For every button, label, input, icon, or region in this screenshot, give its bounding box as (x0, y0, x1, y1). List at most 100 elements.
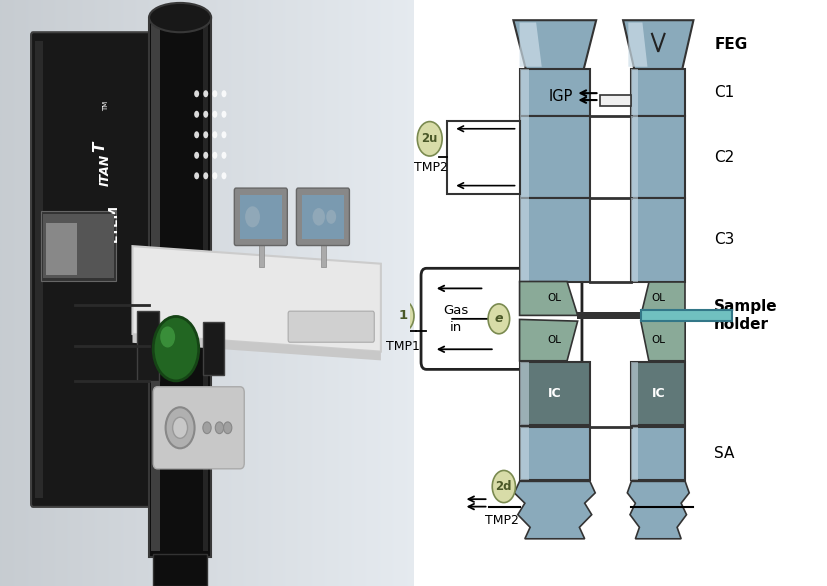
Bar (519, 427, 528, 479)
FancyBboxPatch shape (296, 188, 349, 246)
Circle shape (165, 407, 194, 448)
Bar (630, 427, 684, 479)
Circle shape (222, 111, 227, 118)
Bar (44, 214, 114, 278)
Text: 1: 1 (398, 309, 407, 322)
Text: TMP2: TMP2 (485, 513, 518, 527)
Bar (519, 427, 589, 479)
Text: OL: OL (547, 335, 561, 345)
Circle shape (194, 131, 199, 138)
Bar (203, 23, 208, 551)
Text: IC: IC (547, 387, 561, 400)
Text: OL: OL (651, 294, 664, 304)
Text: ETEM: ETEM (108, 204, 120, 241)
Bar (519, 69, 589, 116)
Circle shape (172, 417, 187, 438)
Circle shape (203, 152, 208, 159)
Circle shape (213, 172, 218, 179)
Circle shape (391, 301, 414, 332)
Bar (630, 427, 638, 479)
Bar (41, 211, 116, 281)
Polygon shape (628, 22, 647, 67)
Polygon shape (132, 246, 380, 352)
Bar (519, 116, 589, 198)
Text: IC: IC (651, 387, 664, 400)
Bar (630, 363, 684, 425)
Circle shape (222, 90, 227, 97)
Bar (576, 312, 641, 319)
Text: TMP1: TMP1 (385, 340, 419, 353)
Text: FEG: FEG (713, 37, 747, 52)
Circle shape (160, 326, 175, 347)
Text: TM: TM (103, 100, 108, 111)
Polygon shape (640, 319, 685, 361)
Bar (321, 243, 326, 267)
Circle shape (194, 172, 199, 179)
Circle shape (213, 111, 218, 118)
Bar (519, 198, 589, 281)
Circle shape (326, 210, 336, 224)
FancyBboxPatch shape (288, 311, 374, 342)
Circle shape (487, 304, 509, 334)
Text: Gas: Gas (443, 304, 468, 316)
Bar (45, 223, 77, 275)
Text: OL: OL (651, 335, 664, 345)
Text: OL: OL (547, 294, 561, 304)
Bar (149, 18, 211, 557)
Circle shape (203, 422, 211, 434)
Bar (519, 198, 528, 281)
Circle shape (213, 131, 218, 138)
Bar (519, 116, 528, 198)
Circle shape (213, 152, 218, 159)
Circle shape (223, 422, 232, 434)
Text: 2u: 2u (421, 132, 437, 145)
Bar (630, 198, 638, 281)
Bar (35, 41, 43, 498)
Polygon shape (132, 334, 380, 360)
Circle shape (203, 131, 208, 138)
Polygon shape (623, 20, 692, 69)
Text: C3: C3 (713, 233, 734, 247)
Circle shape (194, 152, 199, 159)
Circle shape (417, 121, 442, 156)
Polygon shape (513, 20, 595, 69)
Circle shape (203, 172, 208, 179)
FancyBboxPatch shape (234, 188, 287, 246)
Bar (630, 198, 684, 281)
Circle shape (213, 90, 218, 97)
Circle shape (491, 471, 514, 503)
Bar (151, 23, 160, 551)
Text: C1: C1 (713, 85, 734, 100)
Circle shape (222, 172, 227, 179)
Bar (600, 95, 630, 107)
Polygon shape (519, 319, 577, 361)
Bar (640, 310, 731, 321)
Circle shape (313, 208, 324, 226)
Bar (248, 240, 275, 245)
Bar (519, 69, 528, 116)
Bar (203, 322, 223, 375)
FancyBboxPatch shape (421, 268, 581, 369)
Polygon shape (627, 481, 688, 539)
Bar (302, 195, 343, 239)
Polygon shape (514, 481, 595, 539)
Circle shape (222, 152, 227, 159)
Circle shape (194, 111, 199, 118)
Bar (630, 363, 638, 425)
Polygon shape (519, 22, 541, 67)
Text: in: in (450, 321, 461, 334)
Polygon shape (519, 281, 577, 315)
Text: e: e (494, 312, 503, 325)
Bar (519, 363, 528, 425)
Text: T: T (92, 141, 107, 152)
Text: SA: SA (713, 446, 734, 461)
Bar (136, 311, 159, 381)
Text: C2: C2 (713, 149, 734, 165)
Circle shape (222, 131, 227, 138)
Circle shape (194, 90, 199, 97)
Bar (310, 240, 337, 245)
Ellipse shape (149, 3, 211, 32)
Circle shape (245, 206, 260, 227)
Text: IGP: IGP (548, 89, 572, 104)
Circle shape (203, 90, 208, 97)
